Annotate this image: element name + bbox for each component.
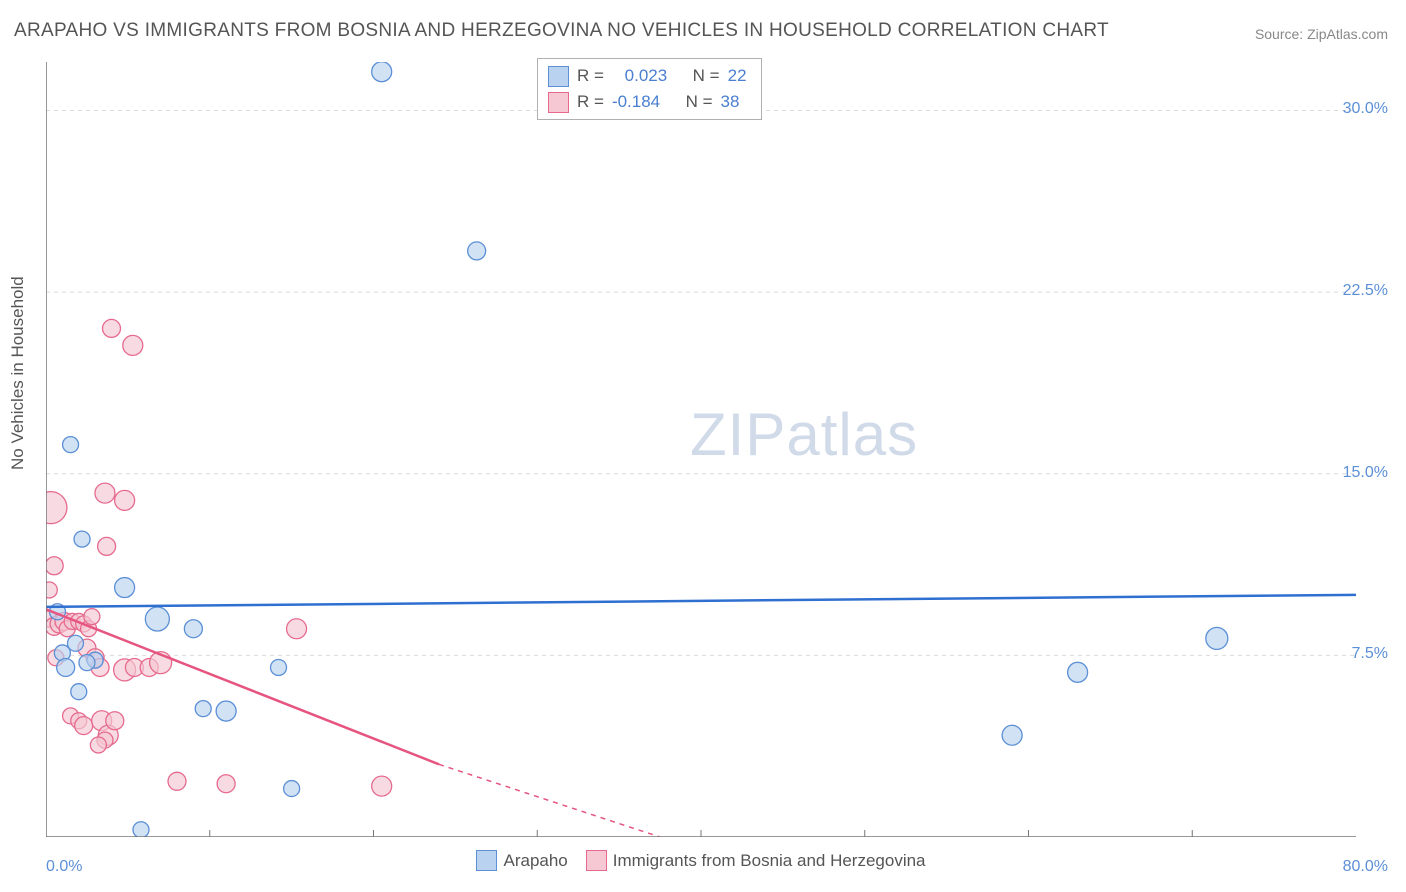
legend-swatch-arapaho xyxy=(476,850,497,871)
legend-label-arapaho: Arapaho xyxy=(503,851,567,871)
correlation-chart xyxy=(46,62,1356,837)
y-axis-label: No Vehicles in Household xyxy=(8,276,28,470)
source-attribution: Source: ZipAtlas.com xyxy=(1255,26,1388,42)
correlation-legend: R = 0.023 N = 22 R = -0.184 N = 38 xyxy=(537,58,762,120)
legend-swatch-bosnia xyxy=(586,850,607,871)
legend-item-arapaho: Arapaho xyxy=(476,850,567,871)
y-tick-label: 30.0% xyxy=(1343,100,1388,118)
y-tick-label: 22.5% xyxy=(1343,282,1388,300)
y-tick-label: 15.0% xyxy=(1343,464,1388,482)
chart-title: ARAPAHO VS IMMIGRANTS FROM BOSNIA AND HE… xyxy=(14,20,1109,42)
legend-label-bosnia: Immigrants from Bosnia and Herzegovina xyxy=(613,851,926,871)
series-legend: Arapaho Immigrants from Bosnia and Herze… xyxy=(46,850,1356,871)
y-tick-label: 7.5% xyxy=(1352,645,1388,663)
legend-item-bosnia: Immigrants from Bosnia and Herzegovina xyxy=(586,850,926,871)
